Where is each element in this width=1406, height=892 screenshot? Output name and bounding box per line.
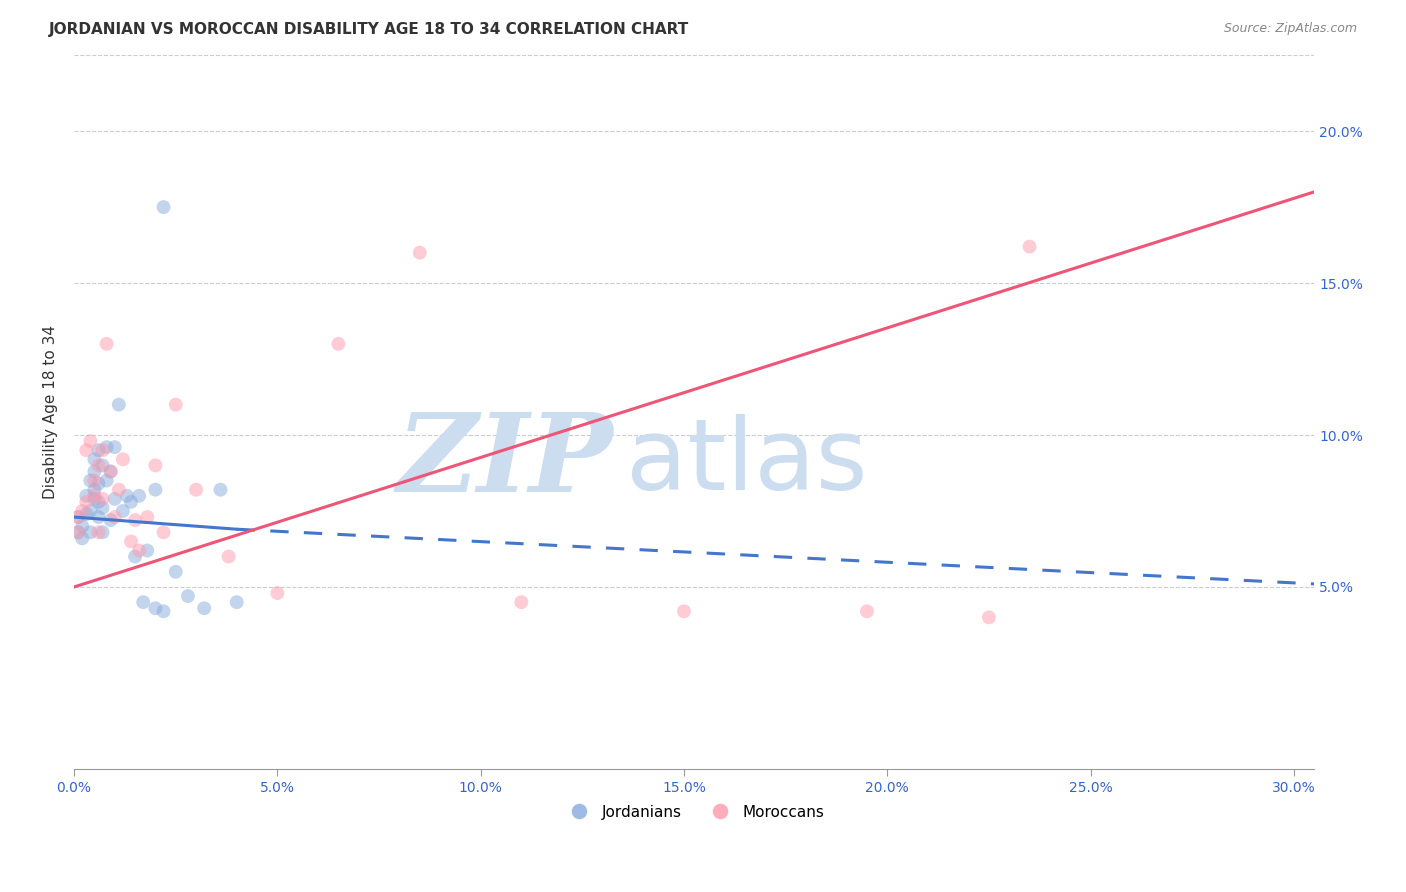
Point [87, 476, 110, 491]
Point [120, 495, 142, 509]
Point [145, 483, 167, 497]
Point [87, 443, 110, 458]
Point [136, 510, 159, 524]
Y-axis label: Disability Age 18 to 34: Disability Age 18 to 34 [44, 326, 58, 500]
Point [96, 474, 118, 488]
Point [132, 595, 155, 609]
Point [177, 589, 200, 603]
Point [128, 489, 150, 503]
Point [67, 510, 90, 524]
Point [83, 452, 105, 467]
Point [91, 458, 114, 473]
Point [184, 483, 207, 497]
Point [96, 336, 118, 351]
Text: ZIP: ZIP [396, 409, 613, 516]
Point [145, 601, 167, 615]
Point [79, 434, 101, 448]
Point [100, 465, 122, 479]
Point [91, 443, 114, 458]
Point [145, 458, 167, 473]
Point [83, 474, 105, 488]
Point [128, 543, 150, 558]
Point [152, 200, 174, 214]
Point [91, 500, 114, 515]
Point [75, 495, 97, 509]
Point [67, 525, 90, 540]
Point [83, 489, 105, 503]
Point [124, 549, 146, 564]
Point [977, 610, 1000, 624]
Point [120, 534, 142, 549]
Point [75, 489, 97, 503]
Text: JORDANIAN VS MOROCCAN DISABILITY AGE 18 TO 34 CORRELATION CHART: JORDANIAN VS MOROCCAN DISABILITY AGE 18 … [49, 22, 689, 37]
Point [79, 474, 101, 488]
Point [87, 458, 110, 473]
Point [209, 483, 232, 497]
Point [87, 495, 110, 509]
Point [165, 398, 187, 412]
Point [75, 507, 97, 521]
Point [165, 565, 187, 579]
Point [91, 525, 114, 540]
Point [70, 519, 93, 533]
Point [79, 525, 101, 540]
Point [672, 604, 695, 618]
Point [266, 586, 288, 600]
Point [218, 549, 240, 564]
Point [87, 525, 110, 540]
Point [104, 491, 127, 506]
Point [856, 604, 879, 618]
Point [70, 504, 93, 518]
Point [79, 504, 101, 518]
Point [108, 398, 131, 412]
Point [193, 601, 215, 615]
Point [152, 604, 174, 618]
Point [75, 443, 97, 458]
Point [83, 483, 105, 497]
Point [328, 336, 350, 351]
Point [83, 491, 105, 506]
Point [136, 543, 159, 558]
Point [510, 595, 533, 609]
Point [100, 465, 122, 479]
Point [104, 440, 127, 454]
Point [67, 525, 90, 540]
Point [111, 504, 134, 518]
Text: atlas: atlas [626, 414, 868, 511]
Point [100, 513, 122, 527]
Text: Source: ZipAtlas.com: Source: ZipAtlas.com [1223, 22, 1357, 36]
Point [91, 491, 114, 506]
Point [111, 452, 134, 467]
Point [67, 510, 90, 524]
Point [115, 489, 138, 503]
Point [408, 245, 430, 260]
Point [152, 525, 174, 540]
Point [108, 483, 131, 497]
Point [87, 510, 110, 524]
Point [1018, 239, 1040, 253]
Point [70, 532, 93, 546]
Point [83, 465, 105, 479]
Point [96, 440, 118, 454]
Legend: Jordanians, Moroccans: Jordanians, Moroccans [557, 798, 831, 826]
Point [124, 513, 146, 527]
Point [104, 510, 127, 524]
Point [225, 595, 247, 609]
